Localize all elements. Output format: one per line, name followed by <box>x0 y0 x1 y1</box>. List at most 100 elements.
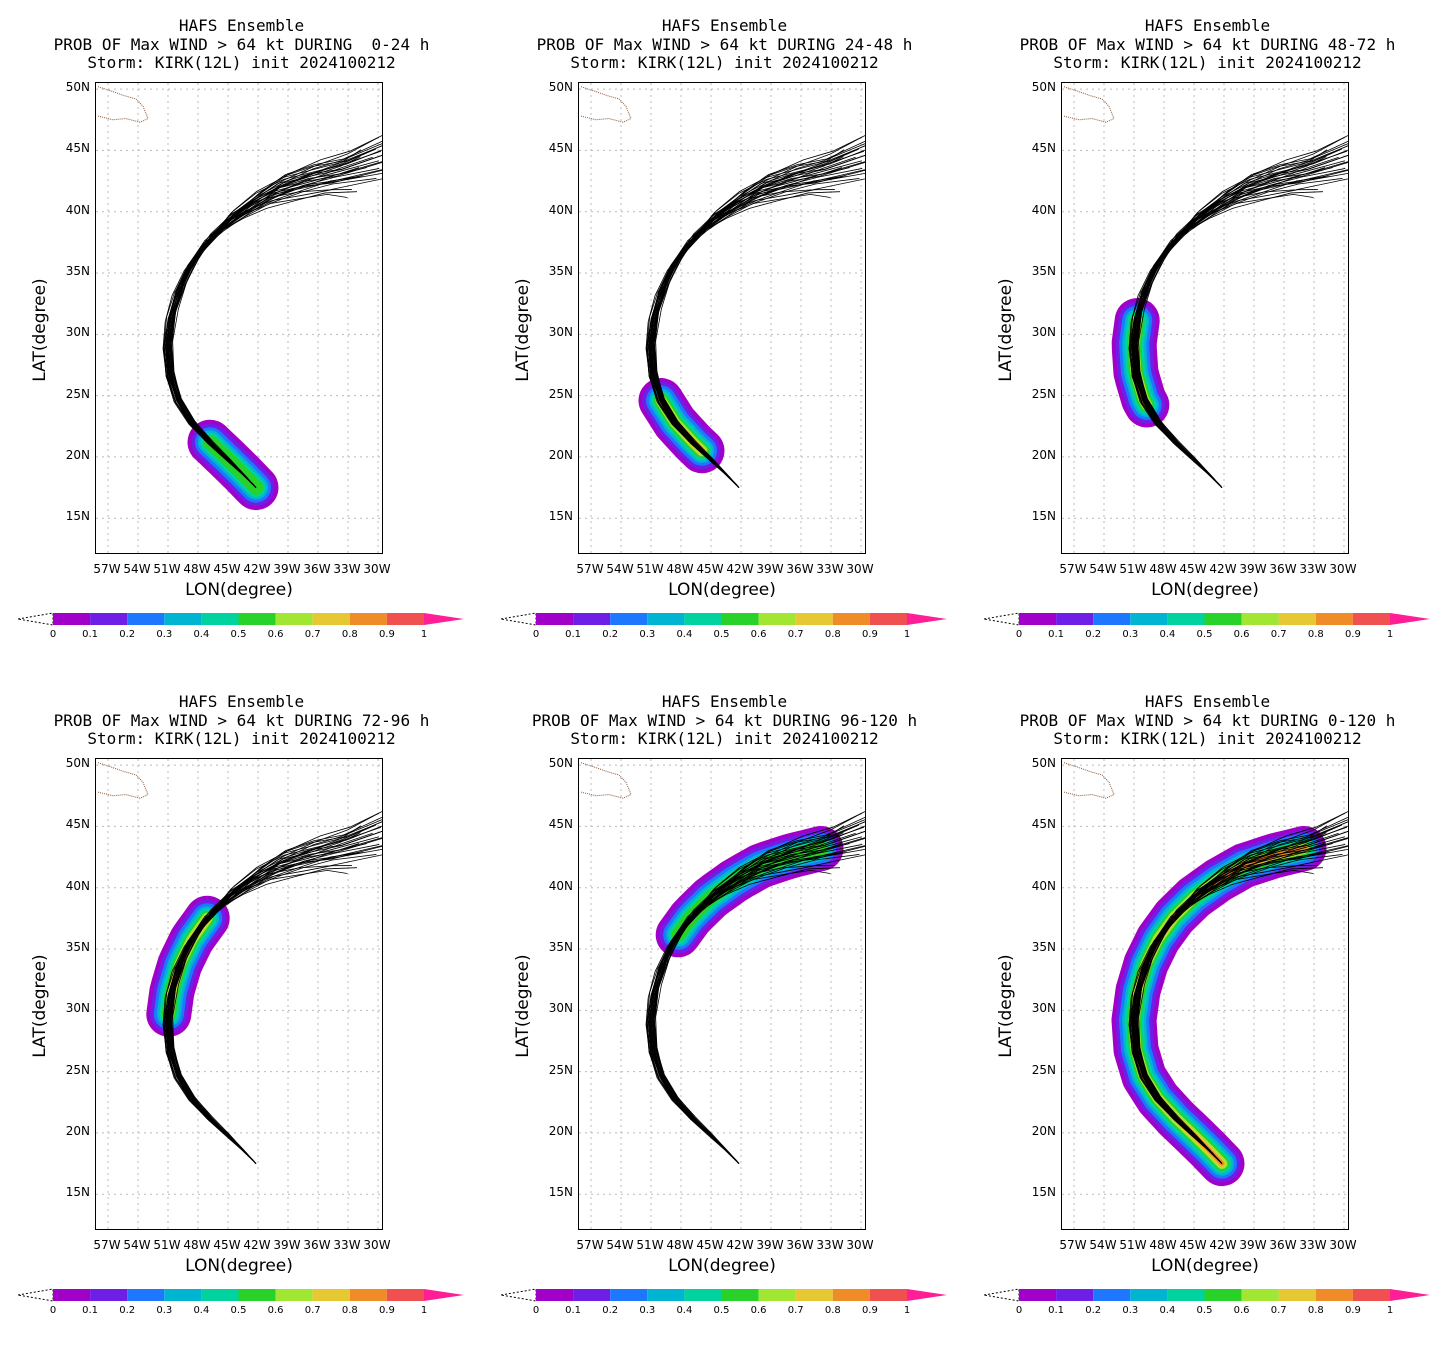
ensemble-track <box>1132 176 1329 488</box>
lon-tick-label: 33W <box>1299 562 1327 576</box>
colorbar-segment <box>869 1289 907 1301</box>
map-panel-96-120: HAFS Ensemble PROB OF Max WIND > 64 kt DU… <box>483 676 966 1352</box>
colorbar-segment <box>1278 613 1316 625</box>
colorbar-tick-label: 0.8 <box>824 1305 841 1316</box>
lat-tick-label: 25N <box>65 1062 90 1077</box>
title-line2: PROB OF Max WIND > 64 kt DURING 24-48 h <box>536 34 913 54</box>
ensemble-track <box>1133 154 1348 488</box>
ensemble-track <box>1133 156 1339 488</box>
colorbar-segment <box>684 1289 722 1301</box>
colorbar-low-extend <box>984 1288 1020 1302</box>
ensemble-track <box>1132 160 1345 488</box>
colorbar-tick-label: 0.6 <box>750 1305 767 1316</box>
lon-tick-label: 51W <box>153 562 181 576</box>
colorbar-segment <box>201 1289 239 1301</box>
colorbar-segment <box>1167 1289 1205 1301</box>
ensemble-track <box>167 843 360 1164</box>
ensemble-track <box>1132 172 1348 488</box>
title-line3: Storm: KIRK(12L) init 2024100212 <box>1053 53 1362 72</box>
lon-tick-label: 54W <box>606 562 634 576</box>
colorbar-segment <box>1352 613 1390 625</box>
lon-tick-label: 33W <box>333 1238 361 1252</box>
x-axis-title: LON(degree) <box>1151 1256 1259 1276</box>
lon-tick-label: 57W <box>1059 562 1087 576</box>
colorbar-labels: 0 0.1 0.2 0.3 0.4 0.5 0.6 0.7 0.8 0.9 1 <box>966 629 1449 643</box>
map-svg <box>96 83 382 553</box>
colorbar-tick-label: 0.3 <box>1122 1305 1139 1316</box>
panel-title: HAFS Ensemble PROB OF Max WIND > 64 kt DU… <box>0 692 483 749</box>
title-line3: Storm: KIRK(12L) init 2024100212 <box>570 729 879 748</box>
colorbar-tick-label: 0.3 <box>156 1305 173 1316</box>
title-line1: HAFS Ensemble <box>1144 692 1271 711</box>
colorbar-tick-label: 0.7 <box>1270 629 1287 640</box>
x-axis-title: LON(degree) <box>668 580 776 600</box>
lon-tick-label: 42W <box>243 1238 271 1252</box>
title-line2: PROB OF Max WIND > 64 kt DURING 0-120 h <box>1019 710 1396 730</box>
title-line3: Storm: KIRK(12L) init 2024100212 <box>1053 729 1362 748</box>
colorbar-segment <box>164 1289 202 1301</box>
lat-tick-label: 45N <box>1031 817 1056 832</box>
colorbar-tick-label: 0.3 <box>639 1305 656 1316</box>
lat-tick-label: 15N <box>548 1185 573 1200</box>
lat-tick-label: 45N <box>1031 141 1056 156</box>
colorbar-tick-label: 1 <box>1386 1305 1394 1316</box>
colorbar-tick-label: 1 <box>903 1305 911 1316</box>
colorbar-high-extend <box>1390 1289 1430 1301</box>
lon-tick-label: 33W <box>816 562 844 576</box>
ensemble-track <box>1134 148 1343 488</box>
lat-tick-label: 35N <box>65 940 90 955</box>
lon-tick-label: 30W <box>846 1238 874 1252</box>
lat-tick-label: 30N <box>548 325 573 340</box>
ensemble-track <box>1128 191 1323 488</box>
lon-tick-label: 54W <box>1089 562 1117 576</box>
title-line3: Storm: KIRK(12L) init 2024100212 <box>87 53 396 72</box>
colorbar-labels: 0 0.1 0.2 0.3 0.4 0.5 0.6 0.7 0.8 0.9 1 <box>0 629 483 643</box>
lat-tick-label: 15N <box>65 1185 90 1200</box>
colorbar-tick-label: 0.9 <box>1344 1305 1361 1316</box>
lon-tick-label: 39W <box>756 562 784 576</box>
coastline <box>97 762 149 799</box>
lat-tick-label: 20N <box>1031 447 1056 462</box>
colorbar-tick-label: 0.4 <box>1159 1305 1176 1316</box>
lon-tick-label: 48W <box>666 562 694 576</box>
colorbar-segment <box>1315 1289 1353 1301</box>
lon-tick-label: 33W <box>333 562 361 576</box>
lon-tick-label: 36W <box>303 562 331 576</box>
colorbar-tick-label: 0.1 <box>565 629 582 640</box>
title-line2: PROB OF Max WIND > 64 kt DURING 48-72 h <box>1019 34 1396 54</box>
panel-title: HAFS Ensemble PROB OF Max WIND > 64 kt DU… <box>966 692 1449 749</box>
colorbar-tick-label: 0 <box>532 1305 540 1316</box>
colorbar-segment <box>610 613 648 625</box>
colorbar-tick-label: 0.6 <box>1233 1305 1250 1316</box>
map-panel-72-96: HAFS Ensemble PROB OF Max WIND > 64 kt DU… <box>0 676 483 1352</box>
colorbar-tick-label: 1 <box>420 629 428 640</box>
lon-tick-label: 54W <box>123 1238 151 1252</box>
colorbar-tick-label: 0.3 <box>156 629 173 640</box>
colorbar-tick-label: 0.2 <box>1085 1305 1102 1316</box>
panel-title: HAFS Ensemble PROB OF Max WIND > 64 kt DU… <box>483 16 966 73</box>
lon-tick-label: 30W <box>1329 1238 1357 1252</box>
title-line1: HAFS Ensemble <box>178 692 305 711</box>
panel-title: HAFS Ensemble PROB OF Max WIND > 64 kt DU… <box>966 16 1449 73</box>
lon-tick-label: 48W <box>666 1238 694 1252</box>
ensemble-track <box>165 852 359 1164</box>
colorbar-segment <box>1130 1289 1168 1301</box>
colorbar-segment <box>201 613 239 625</box>
lon-tick-label: 30W <box>846 562 874 576</box>
ensemble-track <box>166 848 382 1164</box>
ensemble-track <box>1132 169 1348 488</box>
lon-tick-label: 45W <box>696 1238 724 1252</box>
colorbar-tick-label: 0.5 <box>230 1305 247 1316</box>
colorbar-segment <box>647 613 685 625</box>
colorbar <box>984 612 1430 626</box>
colorbar-tick-label: 0.4 <box>676 629 693 640</box>
lat-tick-label: 35N <box>548 264 573 279</box>
colorbar-tick-label: 0 <box>1015 629 1023 640</box>
ensemble-track <box>167 830 382 1164</box>
colorbar-segment <box>275 1289 313 1301</box>
lat-tick-label: 30N <box>65 1001 90 1016</box>
colorbar-tick-label: 0.7 <box>304 629 321 640</box>
map-panel-0-24: HAFS Ensemble PROB OF Max WIND > 64 kt DU… <box>0 0 483 676</box>
colorbar-segment <box>1204 1289 1242 1301</box>
lat-tick-label: 20N <box>1031 1123 1056 1138</box>
